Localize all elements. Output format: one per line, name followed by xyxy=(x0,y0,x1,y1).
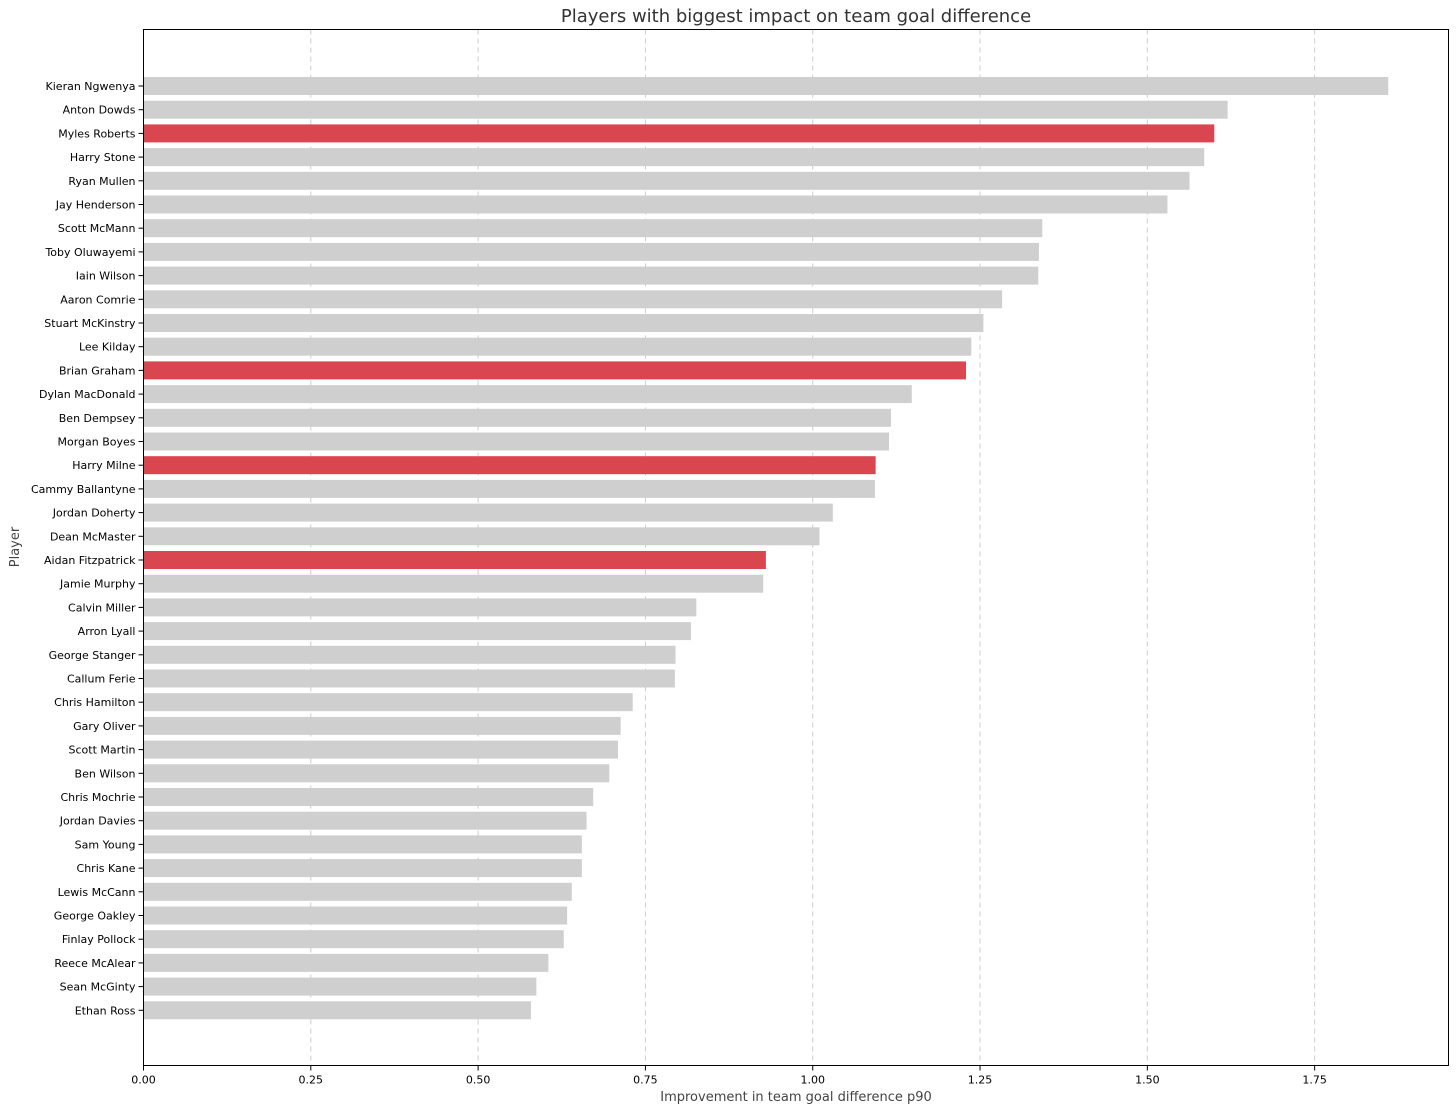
bar xyxy=(143,527,820,546)
y-tick-label: Reece McAlear xyxy=(54,957,136,970)
x-tick-label: 0.50 xyxy=(466,1074,491,1087)
y-tick-label: Harry Stone xyxy=(70,151,136,164)
y-axis-label: Player xyxy=(8,526,23,567)
bar xyxy=(143,693,633,712)
bar xyxy=(143,669,675,688)
bar xyxy=(143,859,582,878)
bar xyxy=(143,574,764,593)
y-tick-label: Ben Wilson xyxy=(75,767,136,780)
bar xyxy=(143,503,833,522)
y-tick-label: Myles Roberts xyxy=(58,127,136,140)
bar xyxy=(143,77,1389,95)
y-tick-label: Dylan MacDonald xyxy=(39,388,135,401)
y-tick-label: Stuart McKinstry xyxy=(44,317,136,330)
bar-highlighted xyxy=(143,361,966,380)
x-tick-label: 0.25 xyxy=(299,1074,324,1087)
y-tick-label: Iain Wilson xyxy=(76,270,136,283)
y-tick-label: Dean McMaster xyxy=(50,530,136,543)
x-tick-label: 1.25 xyxy=(968,1074,993,1087)
bar-highlighted xyxy=(143,456,876,475)
bar xyxy=(143,645,676,664)
y-tick-label: Toby Oluwayemi xyxy=(44,246,135,259)
bar xyxy=(143,337,972,356)
bar xyxy=(143,290,1003,309)
bar xyxy=(143,314,984,332)
y-tick-label: Lee Kilday xyxy=(79,341,136,354)
bar xyxy=(143,788,594,806)
y-tick-label: Cammy Ballantyne xyxy=(31,483,136,496)
y-tick-label: Calvin Miller xyxy=(68,601,136,614)
y-tick-label: Morgan Boyes xyxy=(57,436,135,449)
bar xyxy=(143,835,582,854)
bars xyxy=(143,77,1389,1020)
x-tick-label: 1.00 xyxy=(800,1074,825,1087)
y-tick-label: Jay Henderson xyxy=(55,199,136,212)
y-tick-label: Chris Hamilton xyxy=(54,696,135,709)
y-tick-label: Harry Milne xyxy=(72,459,135,472)
bar xyxy=(143,716,621,735)
bar xyxy=(143,432,890,451)
bar xyxy=(143,930,564,949)
y-tick-label: George Stanger xyxy=(49,649,136,662)
x-axis-label: Improvement in team goal difference p90 xyxy=(660,1090,932,1105)
y-tick-label: Brian Graham xyxy=(59,364,136,377)
bar xyxy=(143,148,1205,167)
y-tick-label: Ethan Ross xyxy=(75,1004,136,1017)
x-tick-label: 1.50 xyxy=(1135,1074,1160,1087)
bar xyxy=(143,906,568,925)
bar xyxy=(143,764,610,783)
y-tick-label: Scott McMann xyxy=(58,222,136,235)
y-tick-label: Anton Dowds xyxy=(63,104,136,117)
bar xyxy=(143,242,1039,261)
bar xyxy=(143,622,691,641)
y-tick-label: Jordan Davies xyxy=(59,815,136,828)
bar xyxy=(143,195,1168,214)
bar xyxy=(143,171,1190,190)
bar xyxy=(143,598,697,617)
bar xyxy=(143,1001,531,1020)
x-tick-label: 1.75 xyxy=(1302,1074,1327,1087)
bar-highlighted xyxy=(143,124,1215,143)
y-tick-label: Kieran Ngwenya xyxy=(46,80,136,93)
bar xyxy=(143,740,618,759)
y-tick-label: Jordan Doherty xyxy=(52,507,136,520)
y-tick-label: Gary Oliver xyxy=(73,720,136,733)
y-tick-label: Jamie Murphy xyxy=(59,578,136,591)
bar xyxy=(143,953,549,972)
plot-frame xyxy=(143,29,1449,1066)
x-tick-label: 0.00 xyxy=(131,1074,156,1087)
chart-title: Players with biggest impact on team goal… xyxy=(561,6,1031,27)
y-tick-label: Arron Lyall xyxy=(78,625,136,638)
y-tick-label: Lewis McCann xyxy=(58,886,136,899)
x-tick-label: 0.75 xyxy=(633,1074,658,1087)
y-tick-label: Ben Dempsey xyxy=(59,412,136,425)
y-tick-label: Chris Mochrie xyxy=(60,791,135,804)
bar xyxy=(143,385,912,404)
x-axis: 0.00 0.25 0.50 0.75 1.00 1.25 1.50 1.75 xyxy=(131,1065,1327,1087)
y-tick-label: Chris Kane xyxy=(77,862,136,875)
y-tick-label: Aidan Fitzpatrick xyxy=(44,554,136,567)
y-tick-label: Scott Martin xyxy=(69,744,136,757)
bar xyxy=(143,479,875,498)
bar xyxy=(143,811,587,830)
y-tick-label: Finlay Pollock xyxy=(62,933,136,946)
y-tick-label: Sean McGinty xyxy=(60,981,136,994)
bar xyxy=(143,408,892,427)
y-tick-label: Aaron Comrie xyxy=(60,293,135,306)
bar xyxy=(143,219,1043,238)
bar xyxy=(143,100,1228,119)
bar xyxy=(143,266,1039,285)
y-tick-label: Sam Young xyxy=(75,838,136,851)
y-axis: Kieran Ngwenya Anton Dowds Myles Roberts Ha… xyxy=(31,80,144,1017)
bar-highlighted xyxy=(143,551,766,569)
y-tick-label: George Oakley xyxy=(54,910,136,923)
y-tick-label: Ryan Mullen xyxy=(68,175,135,188)
y-tick-label: Callum Ferie xyxy=(67,673,136,686)
bar xyxy=(143,882,572,901)
bar xyxy=(143,977,537,996)
